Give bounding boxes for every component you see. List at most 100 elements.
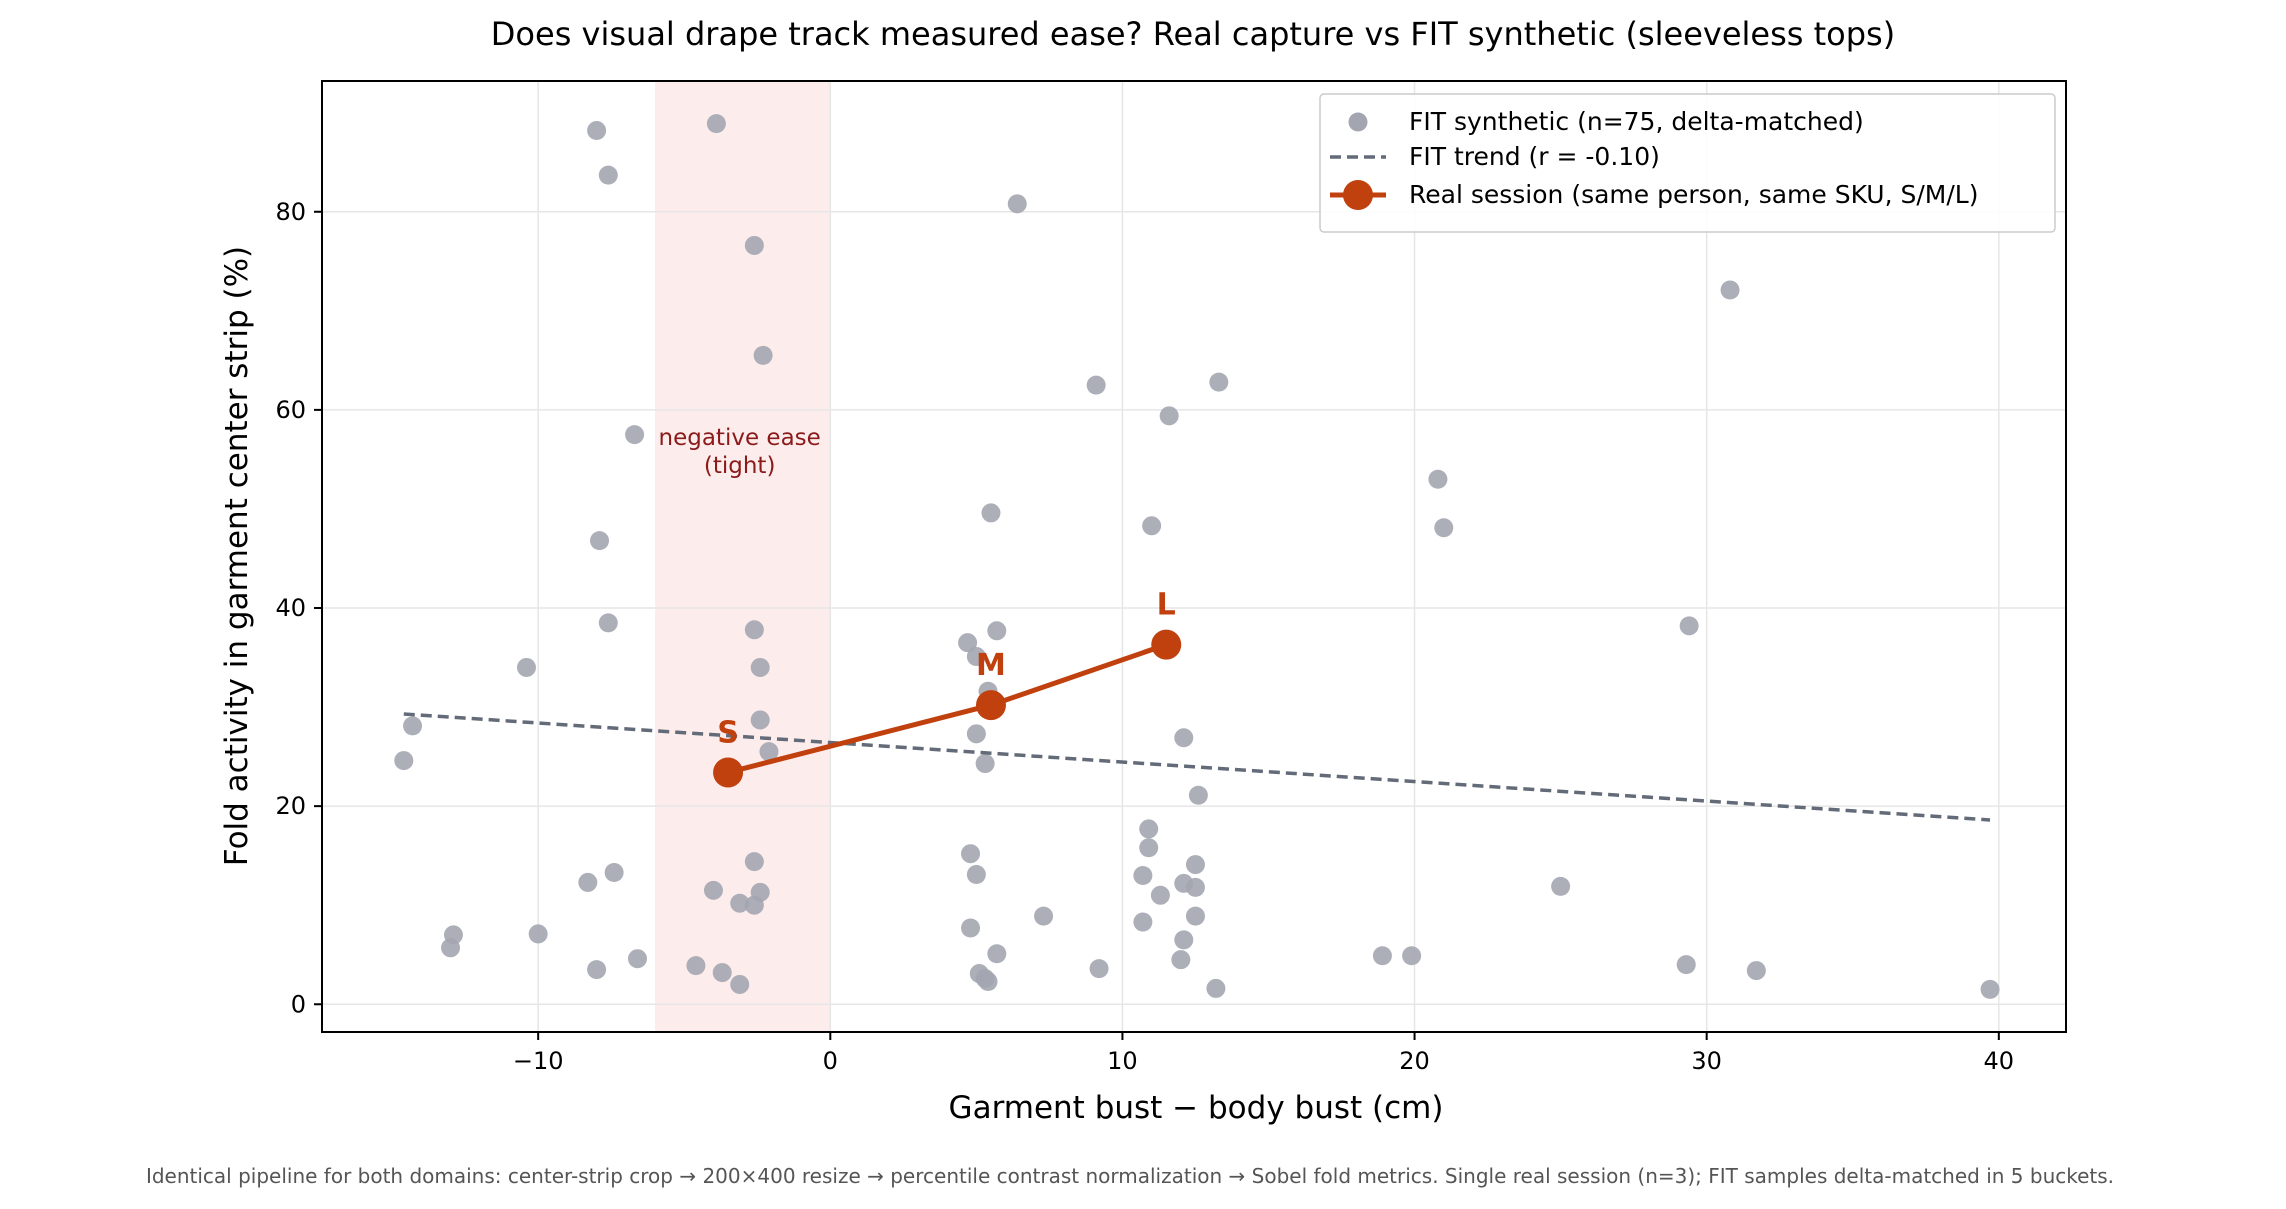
fit-synthetic-point: [759, 742, 779, 762]
fit-synthetic-point: [1034, 906, 1054, 926]
fit-synthetic-point: [1185, 906, 1205, 926]
fit-synthetic-point: [590, 531, 610, 551]
fit-synthetic-point: [686, 956, 706, 976]
legend-fit-synthetic-label: FIT synthetic (n=75, delta-matched): [1409, 107, 1864, 136]
fit-synthetic-point: [1174, 728, 1194, 748]
fit-synthetic-point: [1133, 912, 1153, 932]
negative-ease-band: [655, 81, 831, 1032]
fit-synthetic-point: [578, 872, 598, 892]
fit-synthetic-point: [1171, 950, 1191, 970]
legend-fit-trend-label: FIT trend (r = -0.10): [1409, 142, 1660, 171]
real-session-label: M: [976, 648, 1006, 683]
y-axis-label: Fold activity in garment center strip (%…: [219, 246, 255, 866]
fit-synthetic-point: [966, 724, 986, 744]
fit-synthetic-point: [981, 503, 1001, 523]
fit-synthetic-point: [978, 971, 998, 991]
fit-synthetic-point: [744, 620, 764, 640]
x-tick-label: −10: [513, 1047, 564, 1075]
legend-real-session-marker: [1343, 180, 1373, 210]
fit-synthetic-point: [604, 863, 624, 883]
fit-synthetic-point: [987, 621, 1007, 641]
fit-synthetic-point: [598, 165, 618, 185]
y-tick-label: 40: [275, 594, 306, 622]
plot-frame: [321, 80, 2067, 1033]
fit-synthetic-point: [1679, 616, 1699, 636]
x-tick-label: 0: [823, 1047, 838, 1075]
negative-ease-label: (tight): [704, 453, 776, 479]
fit-synthetic-point: [1980, 979, 2000, 999]
fit-synthetic-point: [598, 613, 618, 633]
fit-synthetic-point: [744, 895, 764, 915]
fit-synthetic-point: [1150, 885, 1170, 905]
fit-synthetic-point: [1185, 877, 1205, 897]
fit-synthetic-point: [625, 425, 645, 445]
fit-synthetic-point: [744, 235, 764, 255]
fit-synthetic-point: [706, 114, 726, 134]
fit-synthetic-point: [1372, 946, 1392, 966]
fit-synthetic-point: [712, 963, 732, 983]
fit-synthetic-point: [403, 716, 423, 736]
fit-synthetic-point: [1720, 280, 1740, 300]
x-tick-label: 10: [1107, 1047, 1138, 1075]
fit-synthetic-point: [441, 938, 461, 958]
fit-synthetic-point: [1551, 876, 1571, 896]
fit-synthetic-point: [961, 918, 981, 938]
fit-synthetic-point: [587, 960, 607, 980]
x-tick-label: 40: [1984, 1047, 2015, 1075]
fit-synthetic-point: [958, 633, 978, 653]
x-tick-label: 30: [1691, 1047, 1722, 1075]
fit-synthetic-point: [1142, 516, 1162, 536]
fit-synthetic-point: [1185, 855, 1205, 875]
legend-fit-synthetic-marker: [1348, 112, 1368, 132]
fit-synthetic-point: [961, 844, 981, 864]
negative-ease-label: negative ease: [659, 425, 821, 451]
fit-synthetic-point: [627, 949, 647, 969]
y-tick-label: 0: [291, 990, 306, 1018]
fit-synthetic-point: [1133, 865, 1153, 885]
real-session-point: [975, 690, 1006, 721]
x-axis-label: Garment bust − body bust (cm): [949, 1090, 1444, 1126]
fit-synthetic-point: [1159, 406, 1179, 426]
chart-title: Does visual drape track measured ease? R…: [491, 15, 1895, 53]
x-tick-label: 20: [1399, 1047, 1430, 1075]
fit-synthetic-point: [1086, 375, 1106, 395]
fit-synthetic-point: [516, 657, 536, 677]
legend: FIT synthetic (n=75, delta-matched) FIT t…: [1319, 93, 2056, 233]
fit-synthetic-point: [987, 944, 1007, 964]
real-session-label: L: [1157, 588, 1176, 623]
fit-synthetic-point: [1676, 955, 1696, 975]
fit-synthetic-point: [730, 893, 750, 913]
fit-synthetic-point: [1428, 469, 1448, 489]
fit-synthetic-point: [744, 852, 764, 872]
fit-synthetic-point: [750, 657, 770, 677]
fit-trend-line: [403, 712, 1991, 822]
fit-synthetic-point: [1188, 785, 1208, 805]
fit-synthetic-point: [1402, 946, 1422, 966]
fit-synthetic-point: [753, 345, 773, 365]
fit-synthetic-point: [1174, 930, 1194, 950]
fit-synthetic-point: [394, 751, 414, 771]
fit-synthetic-point: [966, 647, 986, 667]
legend-real-session-label: Real session (same person, same SKU, S/M…: [1409, 180, 1978, 209]
fit-synthetic-point: [528, 924, 548, 944]
fit-synthetic-point: [1206, 978, 1226, 998]
fit-synthetic-point: [1089, 959, 1109, 979]
y-tick-label: 60: [275, 396, 306, 424]
fit-synthetic-point: [587, 121, 607, 141]
fit-synthetic-point: [1209, 372, 1229, 392]
fit-synthetic-point: [966, 864, 986, 884]
fit-synthetic-point: [750, 710, 770, 730]
footnote: Identical pipeline for both domains: cen…: [146, 1164, 2114, 1188]
fit-synthetic-point: [975, 754, 995, 774]
fit-synthetic-point: [1139, 819, 1159, 839]
fit-synthetic-point: [1139, 838, 1159, 858]
y-tick-label: 20: [275, 792, 306, 820]
fit-synthetic-point: [1746, 961, 1766, 981]
real-session-point: [1151, 629, 1182, 660]
real-session-point: [713, 757, 744, 788]
y-tick-label: 80: [275, 198, 306, 226]
fit-synthetic-point: [1434, 518, 1454, 538]
fit-synthetic-point: [730, 974, 750, 994]
real-session-label: S: [717, 715, 739, 750]
